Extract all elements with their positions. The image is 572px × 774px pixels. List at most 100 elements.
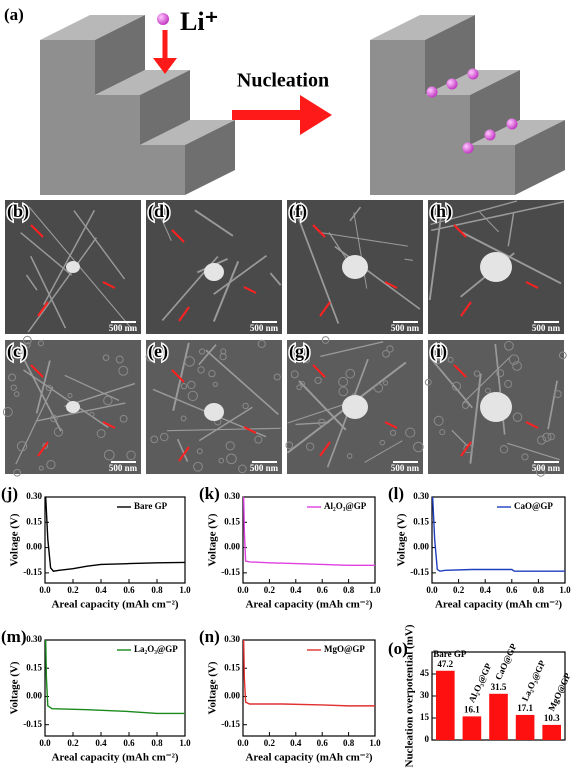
red-arrow xyxy=(312,364,326,378)
sem-texture xyxy=(194,209,234,237)
sem-texture xyxy=(45,384,53,392)
sem-texture xyxy=(205,349,279,415)
sem-texture xyxy=(225,441,235,451)
red-arrow xyxy=(525,281,539,289)
x-tick-label: 0.2 xyxy=(264,738,276,748)
value-label: 16.1 xyxy=(464,704,480,714)
sem-texture xyxy=(67,393,73,399)
x-axis-label: Areal capacity (mAh cm⁻²) xyxy=(435,599,562,611)
sem-texture xyxy=(439,429,446,436)
sem-texture xyxy=(187,380,196,390)
sem-texture xyxy=(159,432,169,442)
sem-texture xyxy=(180,415,187,422)
sem-texture xyxy=(30,255,67,329)
red-arrow xyxy=(102,421,116,429)
sem-texture xyxy=(296,384,302,390)
bar xyxy=(515,714,535,740)
sem-texture xyxy=(547,380,558,430)
x-tick-label: 1.0 xyxy=(179,585,191,595)
sem-image: (d) 500 nm xyxy=(146,200,282,334)
red-arrow xyxy=(37,301,49,317)
sem-texture xyxy=(424,378,432,386)
sem-texture xyxy=(433,415,444,426)
sem-texture xyxy=(89,411,95,417)
sem-texture xyxy=(447,356,454,363)
plot-frame xyxy=(44,639,186,737)
y-tick-label: -0.15 xyxy=(221,719,240,729)
x-tick-label: 0.4 xyxy=(95,585,107,595)
sem-texture xyxy=(23,335,32,345)
sem-texture xyxy=(461,231,562,285)
sem-texture xyxy=(434,358,441,365)
y-tick-label: 0.15 xyxy=(224,516,240,526)
sem-texture xyxy=(198,406,253,442)
y-tick-label: 0.00 xyxy=(224,542,240,552)
sem-texture xyxy=(36,402,126,422)
x-axis-label: Areal capacity (mAh cm⁻²) xyxy=(51,599,178,611)
red-arrow xyxy=(525,421,539,429)
sem-texture xyxy=(35,360,51,414)
sem-texture xyxy=(212,261,240,322)
bar xyxy=(542,724,562,740)
x-tick-label: 1.0 xyxy=(179,738,191,748)
sem-texture xyxy=(413,441,424,453)
sem-texture xyxy=(298,218,340,324)
sem-texture xyxy=(176,438,189,462)
sem-texture xyxy=(508,354,520,365)
sem-texture xyxy=(172,342,190,411)
y-tick-label: -0.15 xyxy=(23,567,42,577)
x-tick-label: 0.0 xyxy=(426,585,438,595)
y-tick-label: 0.30 xyxy=(224,634,240,644)
y-tick-label: 0.00 xyxy=(26,691,42,701)
sem-texture xyxy=(431,201,564,232)
sem-texture xyxy=(226,453,237,465)
sem-texture xyxy=(53,427,64,437)
li-ion xyxy=(157,13,169,25)
sem-texture xyxy=(115,355,124,364)
sem-texture xyxy=(299,381,306,387)
sem-texture xyxy=(273,373,281,381)
sem-texture xyxy=(13,468,22,477)
red-arrow xyxy=(30,364,44,378)
sem-texture xyxy=(16,346,62,432)
deposit xyxy=(204,263,224,281)
y-tick-label: 0.00 xyxy=(224,691,240,701)
sem-texture xyxy=(461,401,470,409)
sem-label: (i) xyxy=(430,341,447,362)
sem-texture xyxy=(507,442,560,461)
sem-texture xyxy=(558,351,567,360)
category-label: CaO@GP xyxy=(493,642,519,682)
sem-label: (h) xyxy=(430,201,452,222)
x-axis-label: Areal capacity (mAh cm⁻²) xyxy=(245,752,372,764)
sem-label: (c) xyxy=(7,341,27,362)
y-tick-label: 0.15 xyxy=(26,516,42,526)
y-tick-label: 15 xyxy=(420,712,430,722)
x-tick-label: 0.4 xyxy=(290,738,302,748)
sem-texture xyxy=(537,435,547,445)
plot-frame xyxy=(44,496,186,584)
x-tick-label: 0.0 xyxy=(39,585,51,595)
arrow-label: Nucleation xyxy=(237,70,329,92)
x-tick-label: 0.8 xyxy=(151,738,163,748)
sem-texture xyxy=(184,356,195,367)
sem-texture xyxy=(512,412,523,422)
red-arrow xyxy=(319,441,331,457)
sem-texture xyxy=(285,441,294,450)
scale-label: 500 nm xyxy=(250,463,279,473)
nuclei xyxy=(426,68,518,154)
sem-texture xyxy=(346,453,353,459)
y-tick-label: 30 xyxy=(420,690,430,700)
x-tick-label: 1.0 xyxy=(559,585,571,595)
scale-label: 500 nm xyxy=(532,323,561,333)
arrow-head xyxy=(300,95,332,135)
sem-texture xyxy=(103,395,113,406)
sem-image: (h) 500 nm xyxy=(428,200,564,334)
red-arrow xyxy=(460,441,472,457)
sem-texture xyxy=(295,421,330,426)
x-tick-label: 0.8 xyxy=(343,585,355,595)
y-tick-label: 0.30 xyxy=(224,491,240,501)
sem-texture xyxy=(10,384,17,391)
panel-label: (l) xyxy=(388,484,404,503)
